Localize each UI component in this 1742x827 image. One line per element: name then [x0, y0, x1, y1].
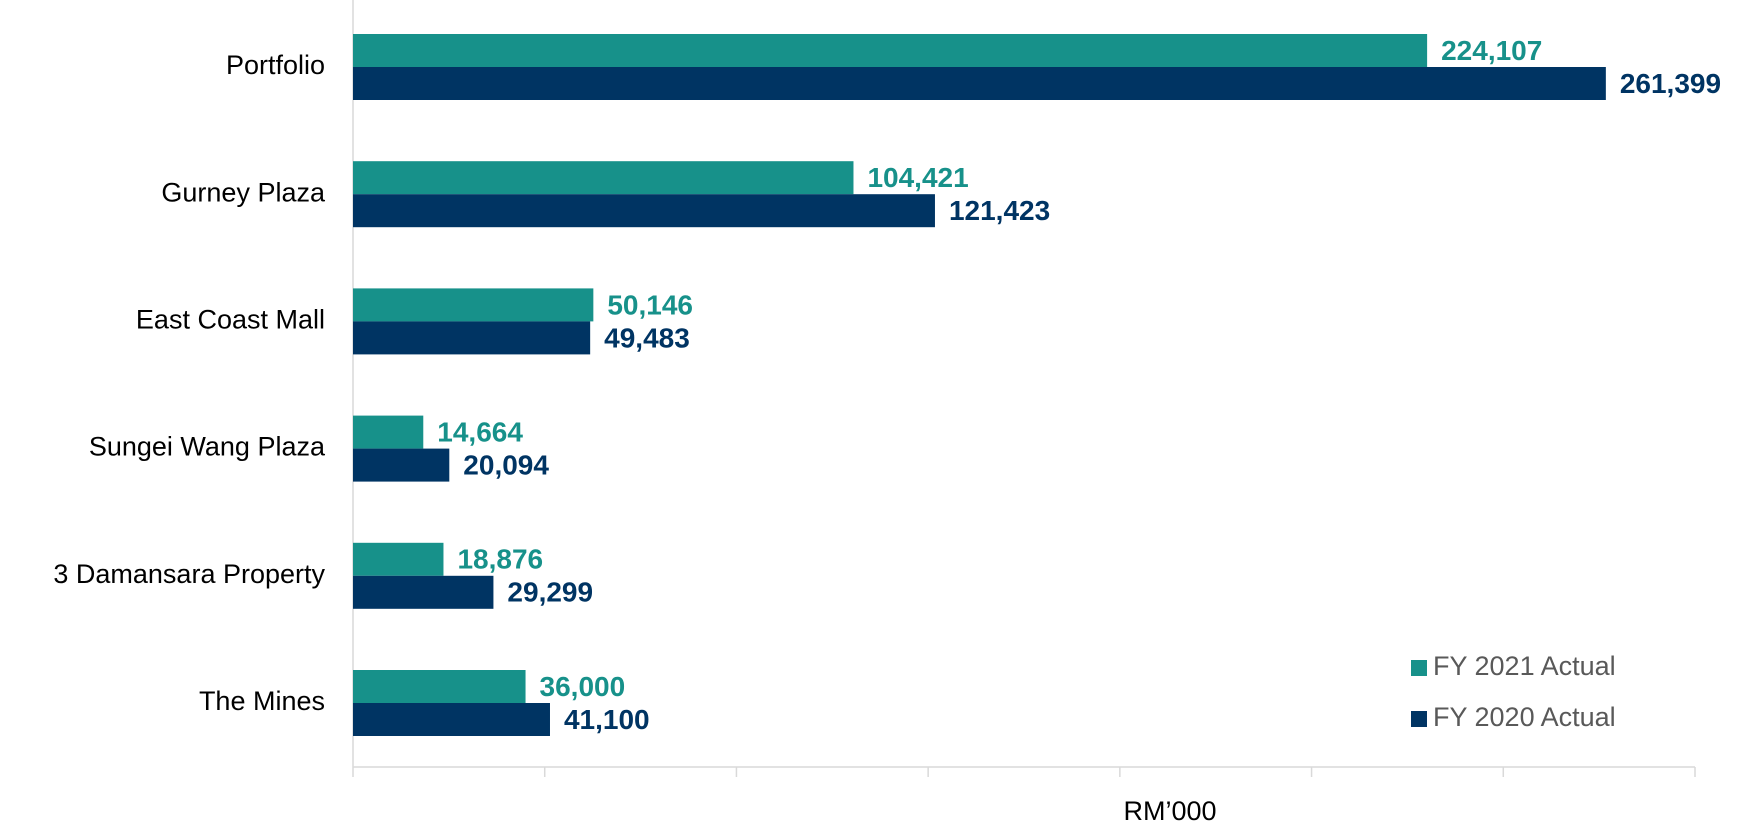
bar [353, 575, 494, 609]
bar [353, 415, 424, 449]
y-tick-label: The Mines [199, 686, 325, 716]
bar [353, 542, 444, 576]
y-tick-label: Gurney Plaza [161, 177, 326, 207]
bar [353, 161, 854, 195]
data-label: 224,107 [1441, 35, 1542, 66]
data-label: 18,876 [457, 544, 543, 575]
bar [353, 67, 1606, 100]
data-label: 261,399 [1620, 68, 1721, 99]
legend-swatch [1411, 660, 1427, 676]
y-tick-label: Sungei Wang Plaza [89, 432, 326, 462]
y-tick-label: 3 Damansara Property [53, 559, 325, 589]
data-label: 41,100 [564, 704, 650, 735]
y-tick-label: Portfolio [226, 50, 325, 80]
data-label: 50,146 [607, 289, 693, 320]
bar [353, 321, 591, 355]
bar [353, 703, 550, 736]
legend-swatch [1411, 711, 1427, 727]
legend-label: FY 2020 Actual [1433, 702, 1616, 732]
data-label: 49,483 [604, 322, 690, 353]
bar [353, 34, 1428, 67]
y-tick-label: East Coast Mall [136, 305, 325, 335]
bar [353, 448, 450, 482]
data-label: 104,421 [867, 162, 968, 193]
bar [353, 288, 594, 322]
legend-label: FY 2021 Actual [1433, 651, 1616, 681]
x-axis-label: RM’000 [1123, 796, 1216, 826]
bar [353, 670, 526, 703]
data-label: 14,664 [437, 416, 523, 447]
data-label: 29,299 [507, 577, 593, 608]
data-label: 121,423 [949, 195, 1050, 226]
data-label: 36,000 [540, 671, 626, 702]
data-label: 20,094 [463, 449, 549, 480]
bar [353, 194, 935, 228]
